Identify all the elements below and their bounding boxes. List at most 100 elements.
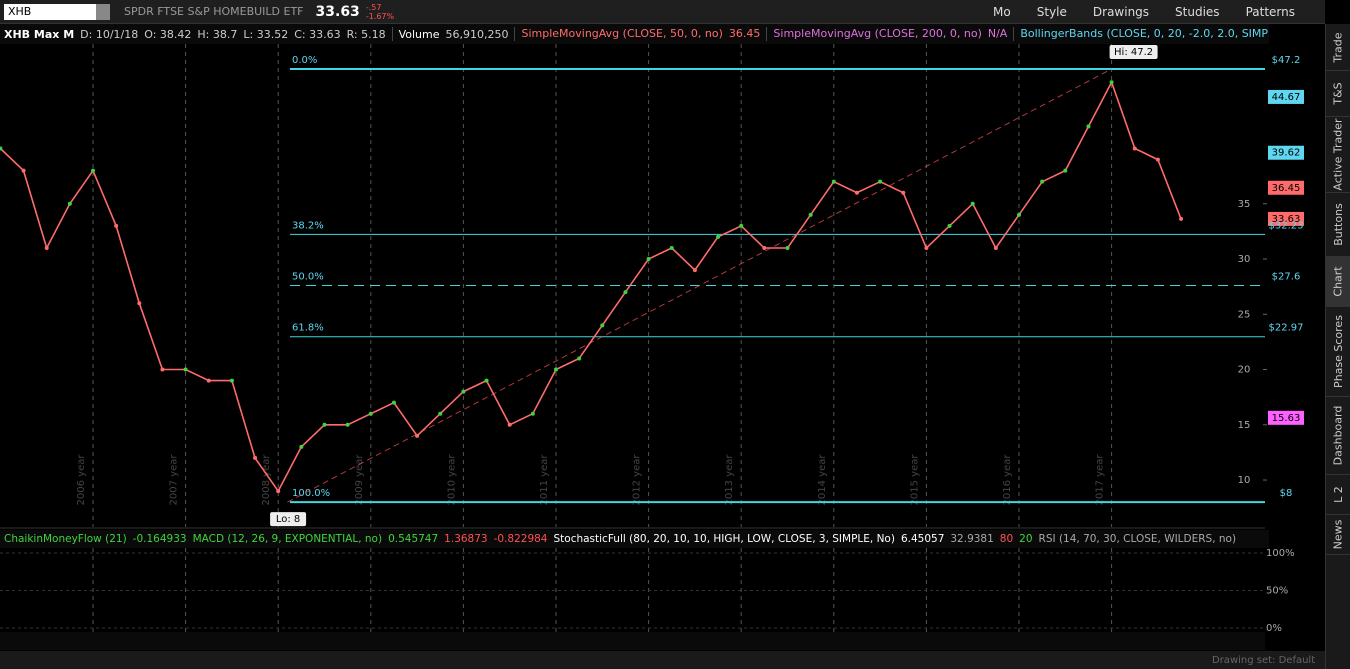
price-point xyxy=(322,422,327,427)
price-label: 39.62 xyxy=(1272,148,1301,159)
price-label: 44.67 xyxy=(1272,92,1301,103)
study-text: MACD (12, 26, 9, EXPONENTIAL, no) xyxy=(192,533,383,545)
year-label: 2013 year xyxy=(724,454,735,506)
side-tab[interactable]: L 2 xyxy=(1326,474,1350,515)
fib-label: 0.0% xyxy=(292,55,317,66)
study-text: 20 xyxy=(1019,533,1033,545)
toolbar-buttons: Mo Style Drawings Studies Patterns xyxy=(993,5,1295,19)
ohlc-item: C: 33.63 xyxy=(294,27,341,41)
price-point xyxy=(276,489,281,494)
price-point xyxy=(1132,146,1137,151)
year-label: 2011 year xyxy=(539,454,550,506)
toolbar-button[interactable]: Patterns xyxy=(1245,4,1295,19)
study-name: SimpleMovingAvg (CLOSE, 50, 0, no) xyxy=(521,27,723,40)
side-tab[interactable]: T&S xyxy=(1326,70,1350,117)
lower-tick-label: 50% xyxy=(1266,586,1288,597)
toolbar: XHB SPDR FTSE S&P HOMEBUILD ETF 33.63 -.… xyxy=(0,0,1325,24)
low-box xyxy=(270,512,307,527)
side-tab[interactable]: Dashboard xyxy=(1326,396,1350,475)
fib-trend xyxy=(287,68,1112,503)
price-label-box xyxy=(1268,145,1304,160)
symbol-dropdown[interactable] xyxy=(96,3,110,20)
price-point xyxy=(438,411,443,416)
side-tab-label: News xyxy=(1331,519,1345,549)
side-tab[interactable]: Trade xyxy=(1326,24,1350,71)
info-bar: XHB Max M D: 10/1/18 O: 38.42 H: 38.7 L: 33… xyxy=(0,24,1269,44)
price-point xyxy=(530,411,535,416)
symbol-box[interactable]: XHB xyxy=(4,3,96,20)
y-tick-label: 15 xyxy=(1238,420,1251,431)
price-line xyxy=(0,80,1182,493)
toolbar-button[interactable]: Mo xyxy=(993,4,1011,19)
sep xyxy=(766,27,768,41)
study-text: 32.9381 xyxy=(950,533,994,545)
side-tab-label: Chart xyxy=(1331,265,1345,297)
price-label: $32.23 xyxy=(1269,220,1304,231)
study-text: 80 xyxy=(999,533,1014,545)
ohlc-item: O: 38.42 xyxy=(144,27,192,41)
study-text: 1.36873 xyxy=(444,533,488,545)
y-tick-label: 25 xyxy=(1238,309,1251,320)
price-point xyxy=(993,245,998,250)
price-point xyxy=(461,389,466,394)
toolbar-button[interactable]: Style xyxy=(1036,4,1067,19)
price-point xyxy=(808,212,813,217)
year-label: 2010 year xyxy=(446,454,457,506)
price-point xyxy=(391,400,396,405)
price-label: 33.63 xyxy=(1272,214,1301,225)
y-tick-label: 30 xyxy=(1238,254,1251,265)
price-point xyxy=(1017,212,1021,217)
price-point xyxy=(1086,124,1091,129)
price-point xyxy=(623,290,628,295)
price-point xyxy=(1040,179,1045,184)
fib-label: 50.0% xyxy=(292,272,324,283)
side-tab-label: T&S xyxy=(1331,81,1345,105)
price-label: 36.45 xyxy=(1272,183,1301,194)
price-label: $27.6 xyxy=(1272,272,1301,283)
side-tab[interactable]: Phase Scores xyxy=(1326,306,1350,397)
ohlc-item: R: 5.18 xyxy=(346,27,386,41)
study-text: StochasticFull (80, 20, 10, 10, HIGH, LO… xyxy=(553,533,895,545)
study-text: -0.822984 xyxy=(493,533,548,545)
toolbar-button[interactable]: Studies xyxy=(1175,4,1220,19)
description: SPDR FTSE S&P HOMEBUILD ETF xyxy=(124,5,304,18)
price-point xyxy=(669,245,674,250)
price-point xyxy=(253,455,258,460)
price-point xyxy=(368,411,373,416)
change-pct: -1.67% xyxy=(365,11,395,21)
high-box xyxy=(1109,44,1158,59)
price-point xyxy=(785,245,790,250)
study-name: BollingerBands (CLOSE, 0, 20, -2.0, 2.0,… xyxy=(1020,27,1269,40)
toolbar-button[interactable]: Drawings xyxy=(1092,4,1150,19)
year-label: 2017 year xyxy=(1095,454,1106,506)
price-point xyxy=(739,223,744,228)
price-point xyxy=(692,268,697,273)
price-point xyxy=(91,168,95,173)
chart: 070809101112131415161718192006 year2007 … xyxy=(0,44,1304,650)
lower-tick-label: 0% xyxy=(1266,623,1282,634)
side-tab[interactable]: News xyxy=(1326,514,1350,555)
change-abs: -.57 xyxy=(365,2,382,12)
side-tab-label: Trade xyxy=(1331,31,1345,63)
fib-label: 38.2% xyxy=(292,220,324,231)
price-label: 15.63 xyxy=(1272,413,1301,424)
axis-strip xyxy=(0,632,1265,650)
price-point xyxy=(1063,168,1068,173)
chart-title: XHB Max M xyxy=(4,27,75,41)
side-tab[interactable]: Active Trader xyxy=(1326,116,1350,193)
price-point xyxy=(577,356,582,361)
price-point xyxy=(183,367,188,372)
ohlc-item: D: 10/1/18 xyxy=(80,27,139,41)
price-point xyxy=(484,378,489,383)
study-text: 0.545747 xyxy=(388,533,439,545)
side-tab[interactable]: Chart xyxy=(1326,256,1350,307)
price-point xyxy=(44,245,49,250)
change: -.57 -1.67% xyxy=(366,3,394,21)
study-text: RSI (14, 70, 30, CLOSE, WILDERS, no) xyxy=(1038,533,1237,545)
price-label-box xyxy=(1268,211,1304,226)
side-tab[interactable]: Buttons xyxy=(1326,192,1350,257)
price-point xyxy=(947,223,952,228)
last-price: 33.63 xyxy=(315,3,360,20)
price-label-box xyxy=(1268,89,1304,104)
price-point xyxy=(206,378,211,383)
